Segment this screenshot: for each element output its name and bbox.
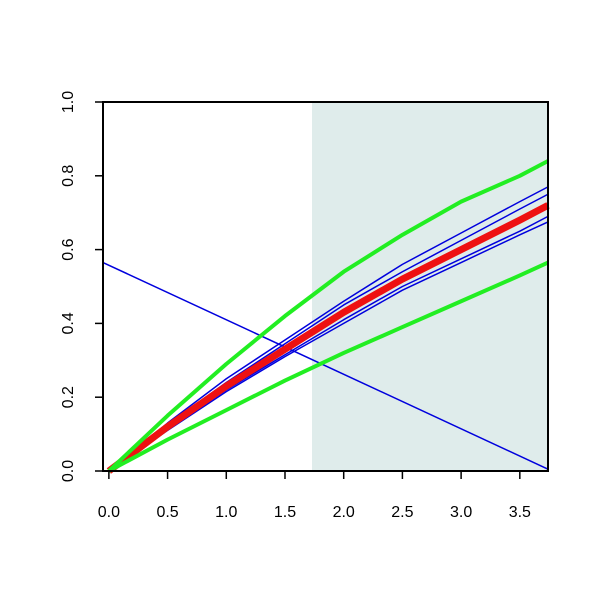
series-line xyxy=(106,202,550,474)
y-tick-label: 0.4 xyxy=(60,312,77,334)
x-tick-label: 0.0 xyxy=(98,504,120,521)
y-tick-label: 0.2 xyxy=(60,386,77,408)
x-tick-label: 1.5 xyxy=(274,504,296,521)
y-tick-label: 0.6 xyxy=(60,238,77,260)
series-line xyxy=(102,261,549,470)
x-tick-label: 0.5 xyxy=(156,504,178,521)
series-line xyxy=(107,159,549,473)
series-line xyxy=(107,260,549,473)
x-tick-label: 2.0 xyxy=(333,504,355,521)
y-tick-label: 0.8 xyxy=(60,165,77,187)
y-tick-label: 1.0 xyxy=(60,91,77,113)
x-tick-label: 3.0 xyxy=(450,504,472,521)
plot-box xyxy=(102,101,549,472)
series-line xyxy=(108,221,549,472)
x-tick-label: 2.5 xyxy=(391,504,413,521)
y-tick-label: 0.0 xyxy=(60,460,77,482)
x-tick-label: 3.5 xyxy=(509,504,531,521)
series-line xyxy=(108,186,549,472)
x-tick-label: 1.0 xyxy=(215,504,237,521)
shaded-region xyxy=(311,102,548,471)
